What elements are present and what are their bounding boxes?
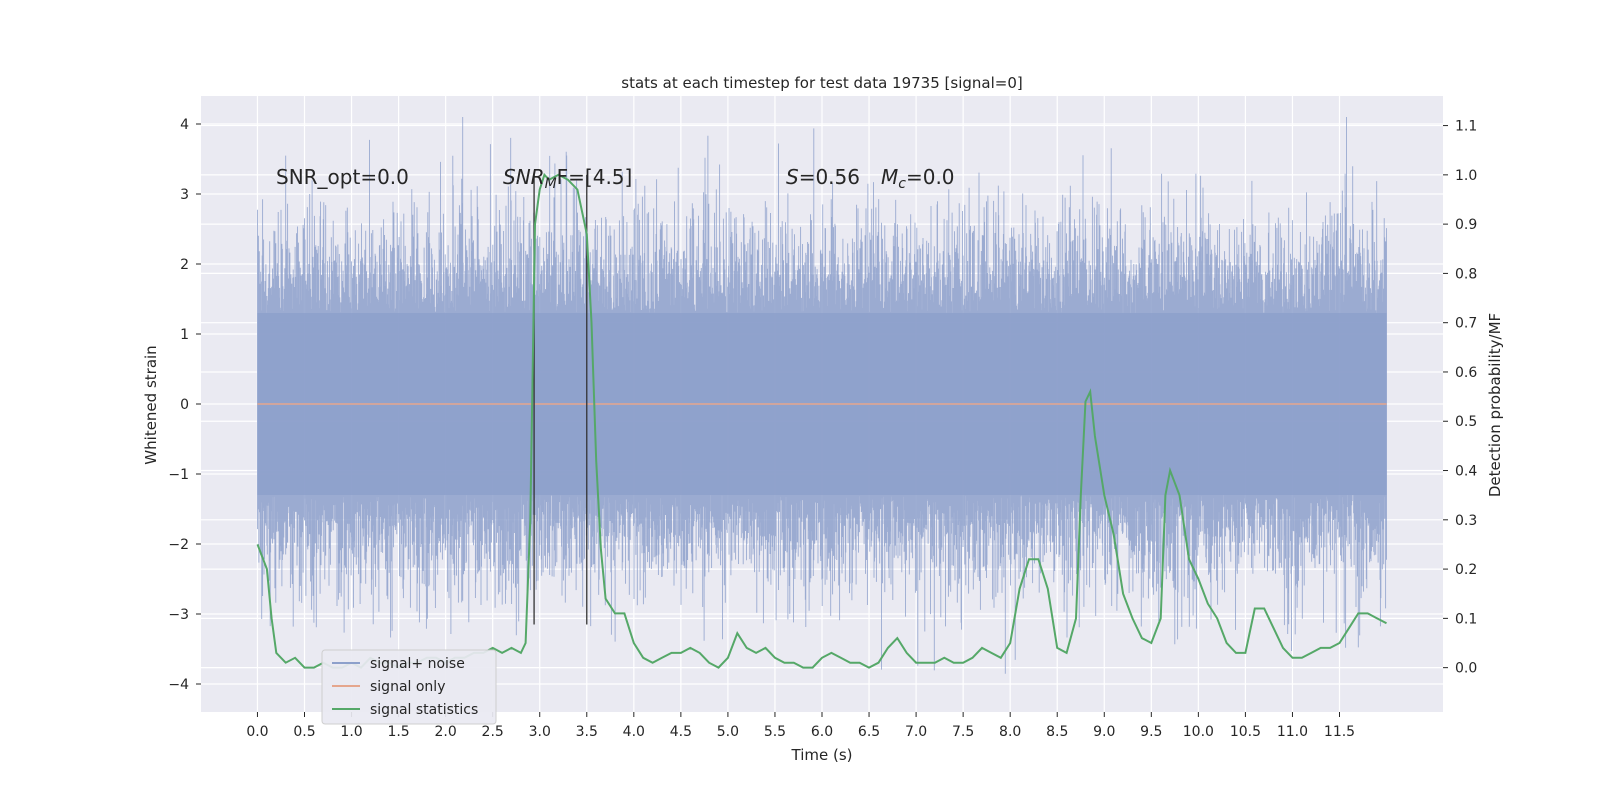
y2-axis-ticks: 1.1 1.0 0.9 0.8 0.7 0.6 0.5 0.4 0.3 0.2 0.1 0.0 [1443,119,1477,677]
annotation-mc: Mc=0.0 [881,165,955,192]
x-tick-label: 11.5 [1324,724,1355,740]
x-axis-label: Time (s) [791,746,853,764]
chart-title: stats at each timestep for test data 197… [621,74,1022,92]
x-tick-label: 8.0 [999,724,1021,740]
y-tick-label: 0 [180,397,189,413]
x-tick-label: 1.5 [387,724,409,740]
x-tick-label: 0.5 [293,724,315,740]
y2-tick-label: 0.5 [1455,414,1477,430]
y2-tick-label: 0.2 [1455,562,1477,578]
legend-label-signal-noise: signal+ noise [370,656,465,672]
annotation-snr-mf: SNRMF=[4.5] [503,165,632,192]
x-tick-label: 9.5 [1140,724,1162,740]
y-axis-label: Whitened strain [142,345,160,464]
y-axis-ticks: 4 3 2 1 0 −1 −2 −3 −4 [168,117,201,693]
legend-label-signal-statistics: signal statistics [370,702,478,718]
x-tick-label: 6.0 [811,724,833,740]
y2-tick-label: 1.0 [1455,168,1477,184]
legend: signal+ noise signal only signal statist… [321,649,497,725]
x-axis-ticks: 0.0 0.5 1.0 1.5 2.0 2.5 3.0 3.5 4.0 4.5 5.0 5.5 6.0 6… [246,712,1355,740]
x-tick-label: 11.0 [1277,724,1308,740]
y-tick-label: 1 [180,327,189,343]
y2-tick-label: 0.0 [1455,661,1477,677]
x-tick-label: 5.0 [717,724,739,740]
x-tick-label: 6.5 [858,724,880,740]
y-tick-label: −1 [168,467,189,483]
y2-tick-label: 0.3 [1455,513,1477,529]
x-tick-label: 8.5 [1046,724,1068,740]
x-tick-label: 1.0 [340,724,362,740]
y-tick-label: −3 [168,607,189,623]
y2-tick-label: 0.9 [1455,217,1477,233]
y-tick-label: 2 [180,257,189,273]
x-tick-label: 10.5 [1230,724,1261,740]
y-tick-label: 3 [180,187,189,203]
y-tick-label: 4 [180,117,189,133]
y2-tick-label: 0.7 [1455,316,1477,332]
x-tick-label: 3.5 [576,724,598,740]
annotation-s: S=0.56 [786,165,860,189]
y2-tick-label: 0.4 [1455,464,1477,480]
x-tick-label: 4.5 [670,724,692,740]
x-tick-label: 7.0 [905,724,927,740]
x-tick-label: 4.0 [623,724,645,740]
annotation-snr-opt: SNR_opt=0.0 [276,165,409,189]
legend-box [321,649,497,725]
y-tick-label: −4 [168,677,189,693]
y2-tick-label: 0.8 [1455,266,1477,282]
y2-tick-label: 0.6 [1455,365,1477,381]
x-tick-label: 3.0 [529,724,551,740]
x-tick-label: 2.0 [435,724,457,740]
y2-axis-label: Detection probability/MF [1486,313,1504,497]
y2-tick-label: 1.1 [1455,119,1477,135]
y-tick-label: −2 [168,537,189,553]
x-tick-label: 5.5 [764,724,786,740]
y2-tick-label: 0.1 [1455,611,1477,627]
x-tick-label: 0.0 [246,724,268,740]
x-tick-label: 2.5 [482,724,504,740]
x-tick-label: 9.0 [1093,724,1115,740]
x-tick-label: 7.5 [952,724,974,740]
x-tick-label: 10.0 [1183,724,1214,740]
legend-label-signal-only: signal only [370,679,445,695]
